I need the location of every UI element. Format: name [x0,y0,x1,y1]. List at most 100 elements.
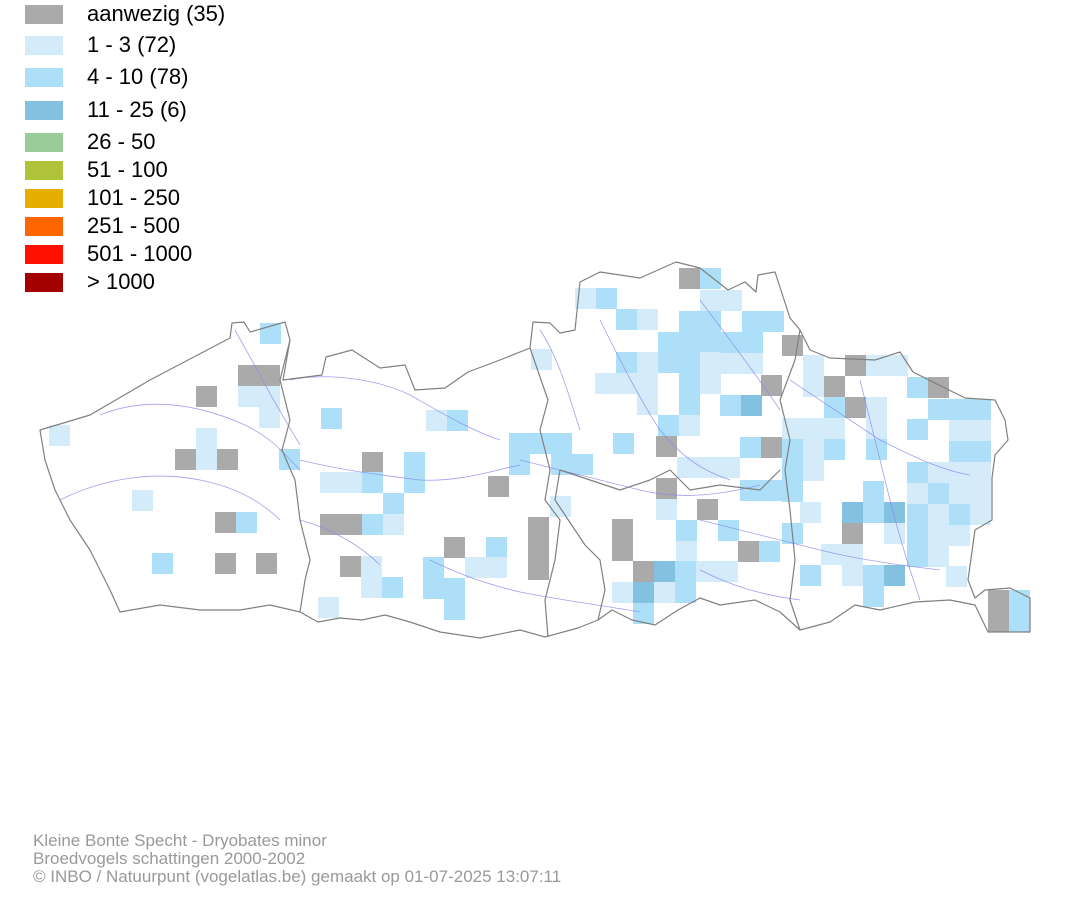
grid-square [866,355,887,376]
grid-square [988,590,1009,611]
grid-square [676,541,697,562]
grid-square [721,353,742,374]
grid-square [677,457,698,478]
grid-square [928,462,949,483]
grid-square [866,397,887,418]
grid-square [863,502,884,523]
grid-square [616,309,637,330]
grid-square [907,546,928,567]
grid-square [845,355,866,376]
grid-square [656,436,677,457]
grid-square [465,557,486,578]
river [699,569,801,601]
grid-square [361,556,382,577]
river [289,376,501,441]
grid-square [528,559,549,580]
grid-square [700,311,721,332]
grid-square [341,514,362,535]
legend-item-aanwezig: aanwezig (35) [25,0,225,28]
grid-square [928,399,949,420]
river [59,475,281,521]
rivers [59,299,971,613]
grid-square [842,502,863,523]
grid-square [763,311,784,332]
river [859,379,921,601]
grid-square [988,611,1009,632]
grid-square [509,433,530,454]
grid-square [759,541,780,562]
legend-label: aanwezig (35) [87,1,226,26]
grid-square [679,332,700,353]
grid-square [675,561,696,582]
grid-square [256,553,277,574]
grid-square [654,582,675,603]
grid-square [551,454,572,475]
grid-square [863,481,884,502]
grid-square [884,565,905,586]
river [299,519,381,566]
grid-square [320,514,341,535]
river [789,379,971,476]
grid-square [928,504,949,525]
grid-square [741,395,762,416]
grid-square [742,353,763,374]
grid-square [824,376,845,397]
grid-square [866,418,887,439]
legend-label: 26 - 50 [87,129,156,154]
grid-square [613,433,634,454]
grid-square [550,496,571,517]
grid-square [700,373,721,394]
grid-square [717,561,738,582]
river [599,319,731,481]
grid-square [949,441,970,462]
grid-square [970,462,991,483]
grid-square [616,373,637,394]
grid-square [782,481,803,502]
grid-square [217,449,238,470]
grid-square [633,582,654,603]
grid-square [488,476,509,497]
grid-square [907,462,928,483]
grid-square [761,437,782,458]
grid-square [821,544,842,565]
grid-square [700,352,721,373]
grid-square [884,502,905,523]
grid-square [238,365,259,386]
grid-square [800,565,821,586]
grid-square [215,553,236,574]
grid-square [700,268,721,289]
grid-square [633,561,654,582]
province-boundary [554,469,606,621]
legend-swatch [25,67,63,87]
grid-square [637,352,658,373]
grid-square [782,335,803,356]
grid-square [907,377,928,398]
grid-square [742,311,763,332]
grid-square [842,565,863,586]
grid-square [175,449,196,470]
grid-square [528,538,549,559]
legend-swatch [25,100,63,120]
grid-square [658,352,679,373]
grid-square [444,599,465,620]
legend-item-501-1000: 501 - 1000 [25,240,192,268]
grid-square [383,514,404,535]
grid-square [740,437,761,458]
grid-square [637,373,658,394]
grid-square [720,395,741,416]
grid-square [970,504,991,525]
grid-square [698,457,719,478]
grid-square [907,504,928,525]
grid-square [696,561,717,582]
grid-square [676,520,697,541]
grid-square [637,309,658,330]
legend-swatch [25,35,63,55]
legend-label: 501 - 1000 [87,241,193,266]
grid-square [679,268,700,289]
river [539,329,581,431]
grid-square [761,375,782,396]
grid-square [738,541,759,562]
grid-square [679,394,700,415]
grid-square [824,439,845,460]
grid-square [697,499,718,520]
